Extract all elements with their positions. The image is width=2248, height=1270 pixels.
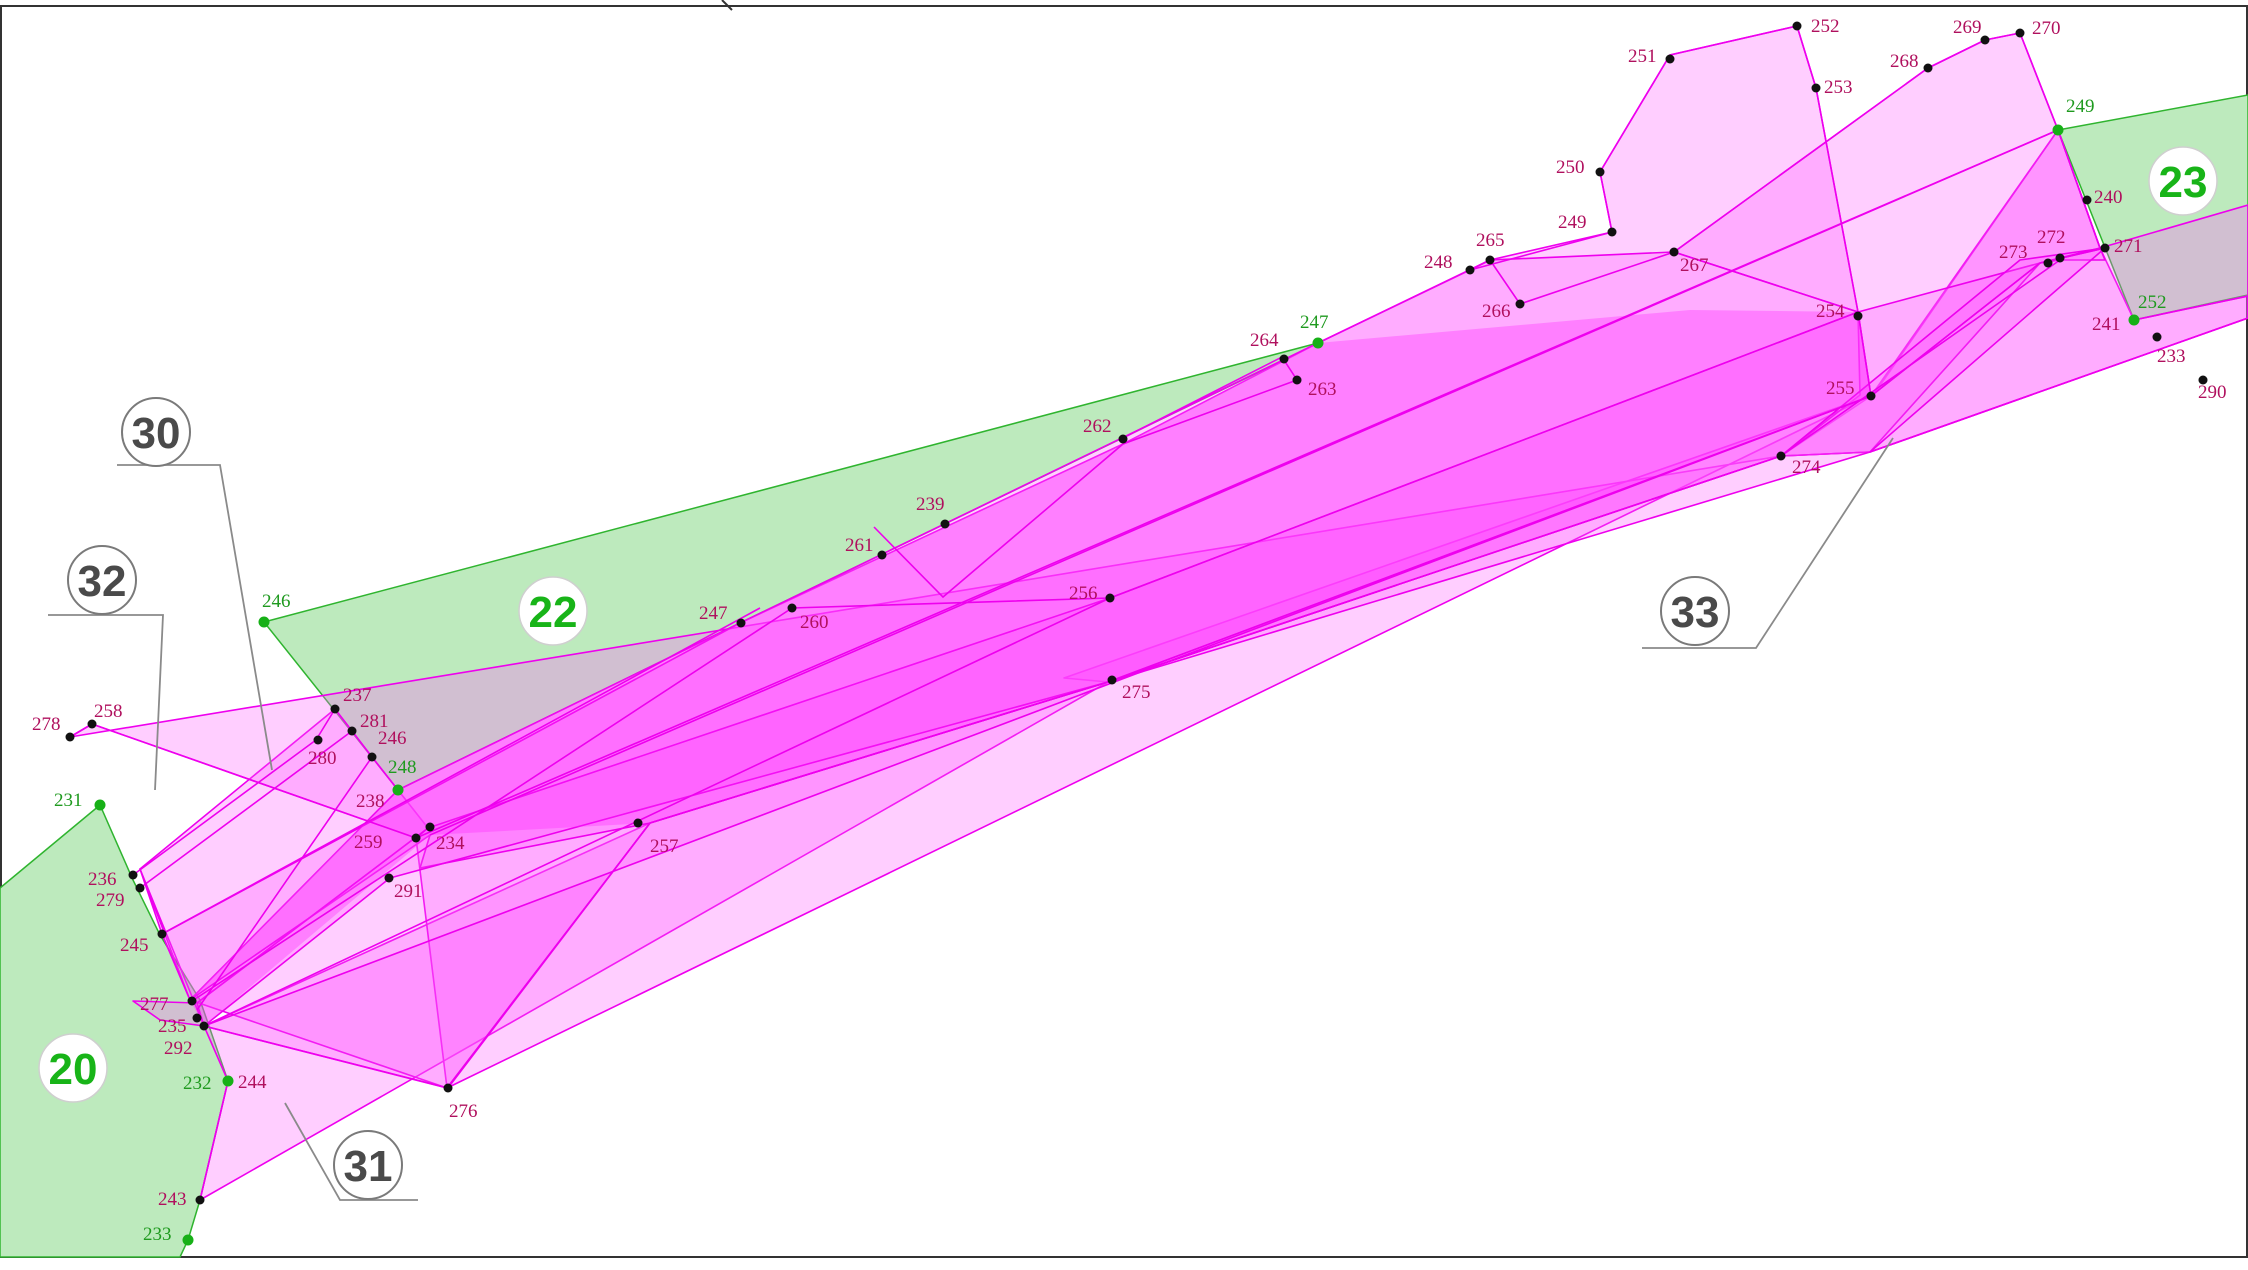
leader-32 bbox=[48, 614, 164, 791]
point-labels-magenta: 252 251 253 269 270 268 250 249 265 248 … bbox=[32, 16, 2227, 1210]
pt-266: 266 bbox=[1482, 301, 1511, 322]
pt-254: 254 bbox=[1816, 301, 1845, 322]
pt-258: 258 bbox=[94, 701, 123, 722]
pt-248-m: 248 bbox=[1424, 252, 1453, 273]
pt-244: 244 bbox=[238, 1072, 267, 1093]
pt-270: 270 bbox=[2032, 18, 2061, 39]
frame-tick bbox=[721, 0, 733, 11]
pt-243: 243 bbox=[158, 1189, 187, 1210]
pt-247-m: 247 bbox=[699, 603, 728, 624]
callout-33: 33 bbox=[1660, 576, 1730, 646]
pt-235: 235 bbox=[158, 1016, 187, 1037]
pt-261: 261 bbox=[845, 535, 874, 556]
pt-265: 265 bbox=[1476, 230, 1505, 251]
callout-31-label: 31 bbox=[344, 1142, 393, 1191]
pt-268: 268 bbox=[1890, 51, 1919, 72]
pt-251: 251 bbox=[1628, 46, 1657, 67]
pt-250: 250 bbox=[1556, 157, 1585, 178]
zone-20-label: 20 bbox=[49, 1045, 98, 1094]
pt-278: 278 bbox=[32, 714, 61, 735]
pt-245: 245 bbox=[120, 935, 149, 956]
pt-240: 240 bbox=[2094, 187, 2123, 208]
zone-23-badge: 23 bbox=[2148, 146, 2218, 216]
green-zones bbox=[0, 94, 2248, 1258]
callout-leaders bbox=[48, 437, 1894, 1201]
point-labels-green: 249 252 247 246 248 231 232 233 bbox=[54, 96, 2167, 1245]
pt-237: 237 bbox=[343, 685, 372, 706]
parcel-overlap-core bbox=[190, 310, 1871, 1026]
zone-labels: 20 22 23 bbox=[38, 146, 2218, 1103]
map-frame bbox=[0, 5, 2248, 1258]
pt-239: 239 bbox=[916, 494, 945, 515]
pt-233-g: 233 bbox=[143, 1224, 172, 1245]
pt-256: 256 bbox=[1069, 583, 1098, 604]
zone-22-label: 22 bbox=[529, 588, 578, 637]
pt-277: 277 bbox=[140, 994, 169, 1015]
pt-231: 231 bbox=[54, 790, 83, 811]
pt-253: 253 bbox=[1824, 77, 1853, 98]
callout-32-label: 32 bbox=[78, 557, 127, 606]
pt-249-g: 249 bbox=[2066, 96, 2095, 117]
pt-236: 236 bbox=[88, 869, 117, 890]
pt-292: 292 bbox=[164, 1038, 193, 1059]
pt-259: 259 bbox=[354, 832, 383, 853]
callout-30: 30 bbox=[121, 397, 191, 467]
pt-272: 272 bbox=[2037, 227, 2066, 248]
pt-257: 257 bbox=[650, 836, 679, 857]
pt-290: 290 bbox=[2198, 382, 2227, 403]
pt-274: 274 bbox=[1792, 457, 1821, 478]
vertex-dots-green bbox=[94, 124, 2140, 1246]
pt-232: 232 bbox=[183, 1073, 212, 1094]
pt-280: 280 bbox=[308, 748, 337, 769]
pt-255: 255 bbox=[1826, 378, 1855, 399]
pt-238: 238 bbox=[356, 791, 385, 812]
pt-249-m: 249 bbox=[1558, 212, 1587, 233]
pt-248-g: 248 bbox=[388, 757, 417, 778]
zone-22-badge: 22 bbox=[518, 576, 588, 646]
callout-31: 31 bbox=[333, 1130, 403, 1200]
pt-269: 269 bbox=[1953, 17, 1982, 38]
pt-252: 252 bbox=[1811, 16, 1840, 37]
pt-279: 279 bbox=[96, 890, 125, 911]
pt-260: 260 bbox=[800, 612, 829, 633]
pt-273: 273 bbox=[1999, 242, 2028, 263]
pt-247-g: 247 bbox=[1300, 312, 1329, 333]
pt-267: 267 bbox=[1680, 255, 1709, 276]
callout-32: 32 bbox=[67, 545, 137, 615]
zone-23-label: 23 bbox=[2159, 158, 2208, 207]
pt-281: 281 bbox=[360, 711, 389, 732]
magenta-parcels bbox=[69, 25, 2248, 1201]
pt-271: 271 bbox=[2114, 236, 2143, 257]
pt-241: 241 bbox=[2092, 314, 2121, 335]
zone-20-badge: 20 bbox=[38, 1033, 108, 1103]
pt-276: 276 bbox=[449, 1101, 478, 1122]
leader-33 bbox=[1642, 437, 1894, 649]
callouts: 30 32 31 33 bbox=[67, 397, 1730, 1200]
callout-30-label: 30 bbox=[132, 409, 181, 458]
leader-31 bbox=[284, 1102, 418, 1201]
vertex-dots-black bbox=[65, 21, 2208, 1205]
pt-264: 264 bbox=[1250, 330, 1279, 351]
pt-262: 262 bbox=[1083, 416, 1112, 437]
pt-234: 234 bbox=[436, 833, 465, 854]
callout-33-label: 33 bbox=[1671, 588, 1720, 637]
pt-246-m: 246 bbox=[378, 728, 407, 749]
pt-233-m: 233 bbox=[2157, 346, 2186, 367]
pt-275: 275 bbox=[1122, 682, 1151, 703]
pt-246-g: 246 bbox=[262, 591, 291, 612]
pt-252-g: 252 bbox=[2138, 292, 2167, 313]
pt-291: 291 bbox=[394, 881, 423, 902]
pt-263: 263 bbox=[1308, 379, 1337, 400]
